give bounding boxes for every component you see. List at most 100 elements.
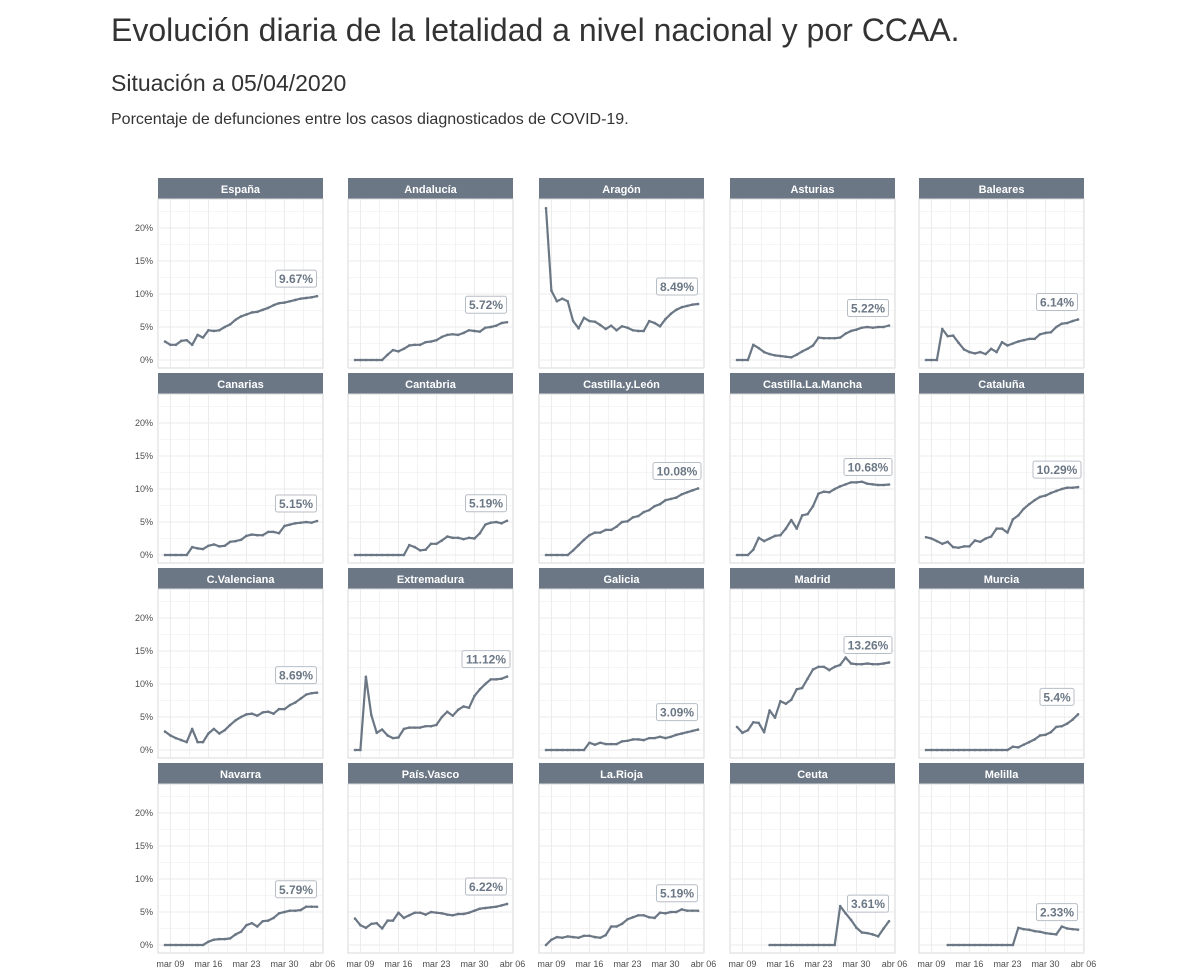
data-point <box>364 358 368 362</box>
data-point <box>272 916 275 920</box>
data-point <box>174 736 178 740</box>
data-point <box>212 938 216 942</box>
data-point <box>364 926 368 930</box>
data-point <box>855 926 858 930</box>
panel-strip <box>348 373 513 394</box>
data-point <box>811 344 815 347</box>
data-point <box>860 931 864 934</box>
data-point <box>828 668 831 672</box>
data-point <box>940 327 944 331</box>
data-point <box>467 706 471 710</box>
data-point <box>1027 337 1031 341</box>
data-point <box>185 740 189 744</box>
data-point <box>369 922 373 926</box>
data-point <box>685 304 689 308</box>
data-point <box>685 491 689 494</box>
data-point <box>294 909 297 912</box>
x-tick-label: mar 30 <box>460 959 488 969</box>
data-point <box>571 935 575 939</box>
x-tick-label: abr 06 <box>310 959 336 969</box>
data-point <box>408 543 411 547</box>
data-point <box>555 748 559 752</box>
data-point <box>1076 318 1080 321</box>
panel-strip <box>158 763 323 784</box>
data-point <box>1022 338 1026 342</box>
data-point <box>402 347 406 351</box>
data-point <box>957 748 960 752</box>
data-point <box>179 553 183 557</box>
data-point <box>1011 518 1015 521</box>
data-point <box>201 740 205 744</box>
x-tick-label: mar 16 <box>575 959 603 969</box>
data-point <box>817 336 820 339</box>
data-point <box>353 917 357 920</box>
data-point <box>757 721 761 725</box>
data-point <box>223 544 227 548</box>
data-point <box>544 943 548 947</box>
panel-title: Madrid <box>794 574 830 586</box>
panel-strip <box>539 763 704 784</box>
data-point <box>838 663 842 667</box>
data-point <box>806 512 809 516</box>
data-point <box>375 921 379 925</box>
data-point <box>604 933 608 937</box>
data-point <box>380 927 384 930</box>
panel-strip <box>919 763 1084 784</box>
data-point <box>190 727 194 731</box>
data-point <box>277 531 281 535</box>
data-point <box>169 553 172 557</box>
panel: Castilla.y.León 10.08% <box>538 373 705 564</box>
data-point <box>505 902 509 906</box>
data-point <box>741 553 744 557</box>
data-point <box>544 748 548 752</box>
data-point <box>489 325 493 329</box>
data-point <box>1065 722 1069 725</box>
value-label: 10.68% <box>848 461 889 475</box>
value-label-box <box>847 299 889 318</box>
data-point <box>951 545 955 549</box>
data-point <box>962 348 966 351</box>
data-point <box>757 536 761 540</box>
y-tick-label: 15% <box>135 841 153 851</box>
data-point <box>849 918 853 922</box>
x-tick-label: mar 09 <box>346 959 374 969</box>
panel-title: Baleares <box>979 184 1025 196</box>
data-point <box>364 553 368 557</box>
data-point <box>779 354 782 358</box>
data-point <box>973 943 977 947</box>
data-point <box>940 748 944 752</box>
data-point <box>207 940 210 943</box>
panel-title: Ceuta <box>797 769 828 781</box>
data-point <box>957 341 960 345</box>
value-label-box <box>465 494 507 513</box>
y-tick-label: 0% <box>140 355 153 365</box>
data-point <box>288 299 292 303</box>
data-point <box>984 537 988 540</box>
panel-background <box>538 588 705 759</box>
data-point <box>631 915 635 919</box>
value-label-box <box>275 269 317 288</box>
data-point <box>844 656 847 659</box>
data-point <box>299 697 303 700</box>
data-point <box>451 332 455 336</box>
data-point <box>566 748 570 752</box>
data-point <box>828 336 831 340</box>
value-label: 5.19% <box>469 497 503 511</box>
data-point <box>615 525 618 528</box>
value-label: 9.67% <box>279 272 313 286</box>
data-point <box>391 553 395 557</box>
data-point <box>473 694 476 698</box>
data-point <box>1044 931 1047 935</box>
data-point <box>207 732 210 735</box>
data-point <box>424 548 427 552</box>
panel: Baleares 6.14% <box>918 178 1085 369</box>
panel-title: Canarias <box>217 379 263 391</box>
panel-strip <box>158 568 323 589</box>
data-point <box>768 709 771 712</box>
data-point <box>1055 933 1058 936</box>
y-tick-label: 0% <box>140 940 153 950</box>
data-point <box>871 662 875 666</box>
data-point <box>169 734 172 737</box>
data-point <box>1055 489 1058 493</box>
data-point <box>658 911 662 914</box>
